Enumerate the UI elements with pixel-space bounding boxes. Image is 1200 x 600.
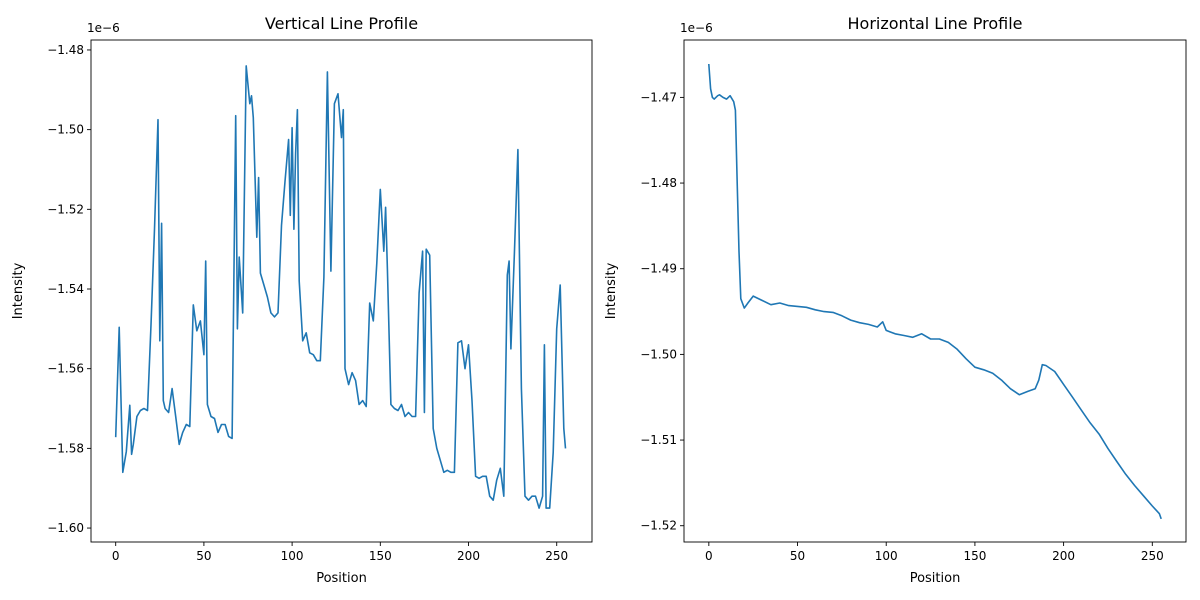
x-tick-label: 100 (281, 549, 304, 563)
y-tick-label: −1.56 (47, 362, 84, 376)
x-tick-label: 250 (545, 549, 568, 563)
y-offset-text: 1e−6 (87, 21, 120, 35)
tick-group: 0 50 100 150 200 250 −1.60 −1.58 −1.56 −1.54 −1.52… (47, 43, 568, 563)
y-tick-label: −1.51 (640, 433, 677, 447)
y-tick-label: −1.52 (640, 519, 677, 533)
plot-frame (683, 39, 1187, 543)
x-tick-label: 150 (963, 549, 986, 563)
x-tick-label: 250 (1141, 549, 1164, 563)
y-tick-label: −1.48 (640, 176, 677, 190)
y-tick-label: −1.50 (47, 123, 84, 137)
y-tick-label: −1.54 (47, 282, 84, 296)
x-tick-label: 200 (1052, 549, 1075, 563)
y-axis-label: Intensity (604, 262, 619, 319)
y-tick-label: −1.49 (640, 262, 677, 276)
y-tick-label: −1.58 (47, 441, 84, 455)
y-offset-text: 1e−6 (680, 21, 713, 35)
y-tick-label: −1.48 (47, 43, 84, 57)
y-tick-label: −1.52 (47, 202, 84, 216)
tick-group: 0 50 100 150 200 250 −1.52 −1.51 −1.50 −1.49 −1.48… (640, 90, 1164, 563)
x-tick-label: 0 (705, 549, 713, 563)
plot-frame (90, 39, 593, 543)
series-line (708, 63, 1162, 520)
vertical-profile-chart: Vertical Line Profile 1e−6 Position Inte… (11, 14, 593, 586)
x-axis-label: Position (910, 571, 961, 586)
horizontal-profile-chart: Horizontal Line Profile 1e−6 Position In… (604, 14, 1187, 586)
y-tick-label: −1.50 (640, 347, 677, 361)
x-tick-label: 100 (875, 549, 898, 563)
y-tick-label: −1.60 (47, 521, 84, 535)
x-tick-label: 50 (196, 549, 211, 563)
chart-title: Horizontal Line Profile (848, 14, 1023, 33)
y-tick-label: −1.47 (640, 90, 677, 104)
x-tick-label: 150 (369, 549, 392, 563)
chart-title: Vertical Line Profile (265, 14, 418, 33)
x-tick-label: 200 (457, 549, 480, 563)
x-tick-label: 0 (112, 549, 120, 563)
x-tick-label: 50 (790, 549, 805, 563)
y-axis-label: Intensity (11, 262, 26, 319)
series-line (114, 65, 567, 509)
x-axis-label: Position (316, 571, 367, 586)
